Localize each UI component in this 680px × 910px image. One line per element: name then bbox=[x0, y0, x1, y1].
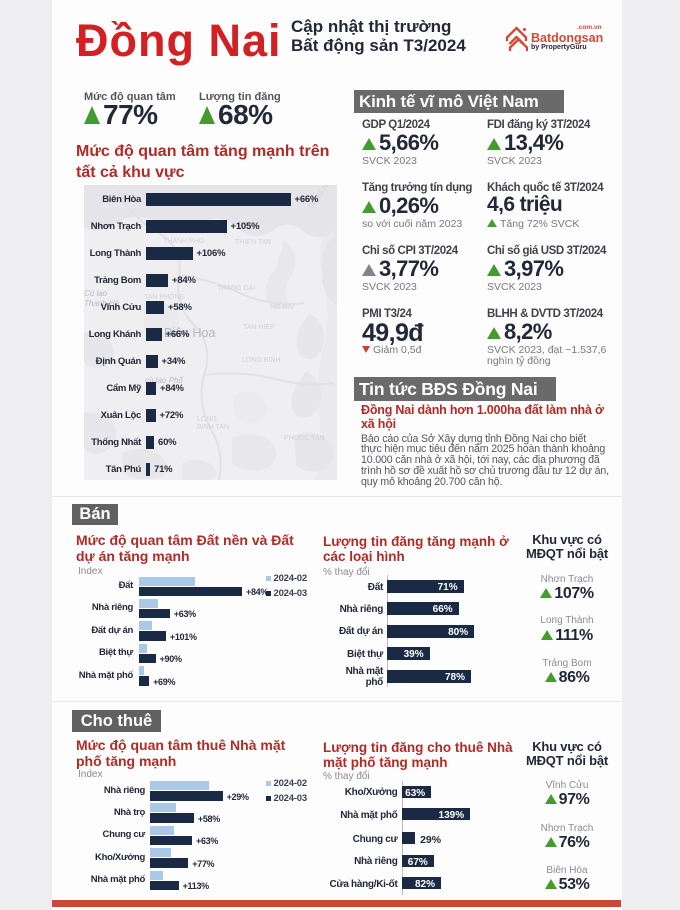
svg-text:Cù lao: Cù lao bbox=[84, 289, 108, 298]
svg-text:TAN HIEP: TAN HIEP bbox=[243, 324, 275, 331]
svg-text:BINH TAN: BINH TAN bbox=[197, 424, 229, 431]
svg-text:Biên Hoa: Biên Hoa bbox=[164, 326, 215, 340]
svg-text:TAN PHONG: TAN PHONG bbox=[144, 294, 185, 301]
svg-text:PHUOC TAN: PHUOC TAN bbox=[284, 435, 325, 442]
svg-text:LONG BINH: LONG BINH bbox=[242, 357, 281, 364]
svg-text:THIEN TAN: THIEN TAN bbox=[235, 239, 271, 246]
svg-text:Thanh Hà: Thanh Hà bbox=[84, 299, 120, 308]
svg-text:cù lao Phố: cù lao Phố bbox=[145, 376, 184, 385]
svg-text:LONG: LONG bbox=[197, 416, 217, 423]
svg-text:HO NAI: HO NAI bbox=[270, 304, 294, 311]
svg-text:THANH PHO: THANH PHO bbox=[163, 238, 205, 245]
svg-text:TRANG DAI: TRANG DAI bbox=[217, 285, 255, 292]
